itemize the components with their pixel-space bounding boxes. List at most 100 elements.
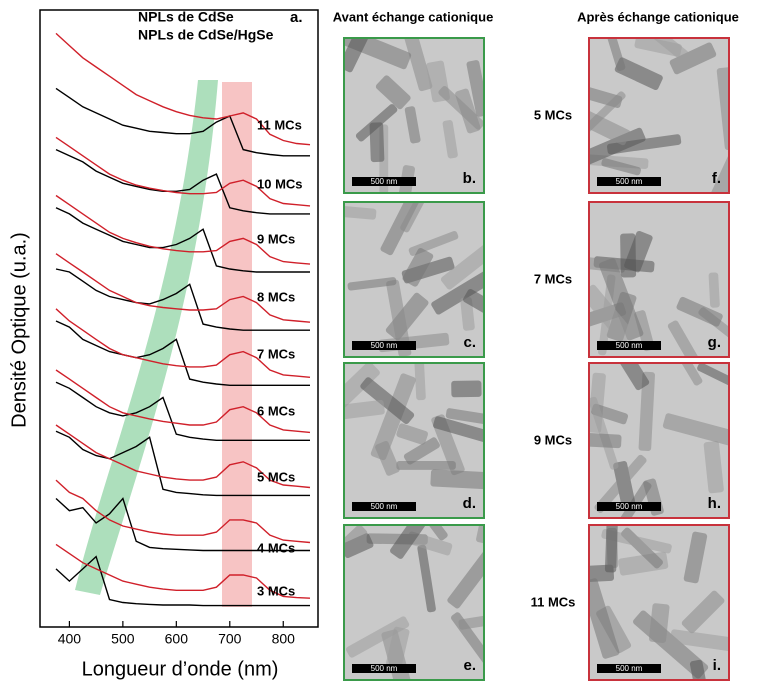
panel-letter: c. [463,334,476,351]
platelet [438,85,484,130]
platelet [638,371,655,451]
platelet [442,120,458,159]
panel-letter: e. [463,657,476,674]
spectrum-line [55,424,311,489]
red-band [222,82,252,607]
scale-bar-label: 500 nm [616,502,643,511]
platelet [344,38,412,70]
tem-frame [343,524,485,681]
spectrum-line [55,369,311,434]
platelet [380,202,431,256]
x-tick-label: 800 [272,631,296,647]
tem-image: 500 nm g. [588,201,730,358]
scale-bar [597,502,661,511]
curve-label: 9 MCs [257,231,295,246]
platelet [397,38,433,92]
particles [344,38,484,193]
panel-letter: g. [708,334,721,351]
platelet [649,603,670,643]
scale-bar [597,177,661,186]
platelet [417,544,436,613]
platelet [604,525,619,573]
platelet [386,279,412,357]
curve-label: 7 MCs [257,346,295,361]
x-tick-label: 400 [58,631,82,647]
legend-entry: NPLs de CdSe [138,9,234,25]
scale-bar-label: 500 nm [371,341,398,350]
curve-label: 11 MCs [257,117,302,132]
spectrum-line [55,268,310,331]
spectrum-line [55,308,311,378]
panel-label: a. [290,9,303,26]
platelet [634,310,655,352]
platelet [346,616,410,658]
spectrum-line [55,320,310,386]
platelet [355,104,398,142]
panel-letter: b. [463,170,476,187]
platelet [360,377,415,425]
scale-bar [352,664,416,673]
platelet [400,202,432,233]
particles [344,202,484,357]
scale-bar-label: 500 nm [371,177,398,186]
platelet [463,288,484,320]
platelet [402,247,434,287]
platelet [370,373,416,461]
panel-letter: i. [713,657,721,674]
platelet [673,363,703,386]
platelet [591,403,629,425]
platelet [589,396,619,470]
platelet [598,258,644,341]
platelet [445,408,484,425]
platelet [347,277,397,291]
spectrum-line [55,381,310,441]
platelet [344,533,374,559]
tem-frame [343,37,485,194]
spectrum-line [55,136,311,207]
platelet [397,165,415,193]
curve-label: 3 MCs [257,583,295,598]
scale-bar [352,177,416,186]
platelet [375,75,411,110]
platelet [701,142,729,193]
platelet [344,525,368,566]
platelet [681,590,725,634]
curve-label: 10 MCs [257,176,303,191]
platelet [676,296,723,327]
particles [589,525,729,680]
spectrum-line [55,207,310,273]
scale-bar-label: 500 nm [616,664,643,673]
plot-frame [39,9,319,628]
platelet [451,612,484,680]
tem-background [589,38,729,193]
row-label: 11 MCs [531,594,576,609]
tem-image: 500 nm h. [588,362,730,519]
x-tick-label: 700 [218,631,242,647]
particles [344,525,484,680]
platelet [614,57,663,91]
platelet [589,284,635,344]
platelet [589,578,620,659]
platelet [344,205,377,220]
curve-label: 5 MCs [257,469,295,484]
spectrum-line [55,555,310,607]
particles [589,38,729,193]
platelet [369,122,385,163]
panel-letter: h. [708,495,721,512]
platelet [396,460,456,470]
platelet [403,437,440,465]
platelet [594,454,647,513]
platelet [344,399,385,421]
platelet [390,525,437,559]
spectrum-line [55,194,311,265]
tem-frame [588,37,730,194]
y-axis-label: Densité Optique (u.a.) [8,232,30,428]
tem-frame [343,362,485,519]
panel-letter: d. [463,495,476,512]
x-tick-label: 600 [165,631,189,647]
platelet [440,243,484,290]
platelet [601,158,641,176]
scale-bar-label: 500 nm [371,502,398,511]
